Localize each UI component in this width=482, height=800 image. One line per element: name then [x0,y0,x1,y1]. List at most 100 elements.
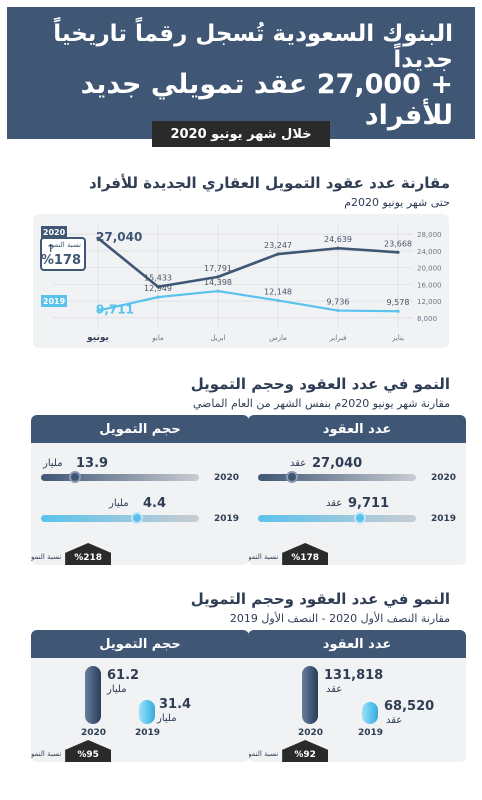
data-point-2019 [216,289,220,293]
year-2020-label: 2020 [81,728,107,738]
contracts-card-june: عدد العقود 27,040 عقد 2020 9,711 عقد 201… [248,415,466,565]
section1-title: مقارنة عدد عقود التمويل العقاري الجديدة … [88,174,450,192]
section3-subtitle: مقارنة النصف الأول 2020 - النصف الأول 20… [229,612,450,625]
y-tick-label: 20,000 [417,265,442,273]
arrow-up-icon: ↑ [46,242,56,255]
contracts-june-2020-knob [286,471,298,483]
finance-june-2020-unit: مليار [43,458,63,469]
finance-h1-growth-value: %95 [65,740,112,762]
section1-subtitle: حتى شهر يونيو 2020م [344,196,450,209]
contracts-h1-2019-value: 68,520 [384,699,435,714]
finance-h1-2019-cylinder [139,700,155,724]
data-point-2020 [396,250,400,254]
x-tick-label: ابريل [210,334,225,342]
contracts-h1-2019-unit: عقد [386,715,403,726]
finance-card-june: حجم التمويل 13.9 مليار 2020 4.4 مليار 20… [31,415,249,565]
finance-h1-growth-label: نسبة النمو [31,750,62,758]
data-label-2019: 9,711 [96,303,134,317]
chart-growth-value: %178 [40,253,81,268]
contracts-june-growth-label: نسبة النمو [248,553,279,561]
contracts-h1-2020-cylinder [302,666,318,724]
finance-june-growth-value: %218 [65,543,112,565]
data-label-2020: 24,639 [324,235,352,244]
contracts-h1-2020-unit: عقد [326,684,343,695]
header-banner: البنوك السعودية تُسجل رقماً تاريخياً جدي… [7,7,475,139]
finance-june-growth: %218 نسبة النمو [31,543,112,565]
data-point-2019 [336,308,340,313]
x-tick-label: مارس [269,334,287,342]
contracts-card-h1: عدد العقود 131,818 عقد 2020 68,520 عقد 2… [248,630,466,762]
contracts-june-2020-value: 27,040 [312,456,363,471]
x-tick-label: يناير [391,334,404,342]
finance-h1-2019-value: 31.4 [159,697,192,712]
badge-2020: 2020 [41,226,67,238]
y-tick-label: 12,000 [417,298,442,306]
data-label-2020: 17,791 [204,264,232,273]
series-line-2019 [97,289,399,313]
contracts-h1-growth-value: %92 [282,740,329,762]
period-pill: خلال شهر يونيو 2020 [152,121,330,147]
finance-h1-2019-unit: مليار [157,713,177,724]
contracts-june-2019-bar [258,515,416,522]
data-point-2019 [276,298,280,303]
data-label-2020: 27,040 [96,230,142,244]
year-2019-label: 2019 [213,514,239,524]
contracts-h1-growth: %92 نسبة النمو [248,740,329,762]
contracts-card-h1-title: عدد العقود [248,630,466,658]
finance-card-june-title: حجم التمويل [31,415,249,443]
data-label-2020: 23,247 [264,241,292,250]
line-chart: 8,000 12,000 16,000 20,000 24,000 28,000 يناير… [53,226,442,343]
finance-h1-growth: %95 نسبة النمو [31,740,112,762]
contracts-h1-2020-value: 131,818 [324,668,384,683]
contracts-june-2019-unit: عقد [326,498,343,509]
data-label-2020: 15,433 [144,274,172,283]
headline-line1: البنوك السعودية تُسجل رقماً تاريخياً جدي… [53,21,453,73]
y-tick-label: 28,000 [417,231,442,239]
x-tick-label: مايو [151,334,164,342]
contracts-june-2019-knob [354,512,366,524]
contracts-june-growth: %178 نسبة النمو [248,543,329,565]
data-point-2019 [96,309,100,313]
section2-subtitle: مقارنة شهر يونيو 2020م بنفس الشهر من الع… [192,397,450,410]
data-point-2020 [156,285,160,289]
finance-june-2019-value: 4.4 [143,496,167,511]
contracts-h1-2019-cylinder [362,702,378,724]
finance-june-2019-unit: مليار [109,498,129,509]
contracts-h1-growth-label: نسبة النمو [248,750,279,758]
chart-growth-label: نسبة النمو [50,241,81,249]
finance-june-2019-bar [41,515,199,522]
year-2020-label: 2020 [298,728,324,738]
data-label-2019: 9,578 [387,298,410,307]
data-point-2020 [96,236,100,240]
finance-card-h1: حجم التمويل 61.2 مليار 2020 31.4 مليار 2… [31,630,249,762]
x-tick-label: يونيو [86,333,109,343]
contracts-june-2019-value: 9,711 [348,496,390,511]
data-point-2020 [276,252,280,256]
line-chart-panel: 8,000 12,000 16,000 20,000 24,000 28,000 يناير… [33,214,449,348]
data-point-2019 [156,295,160,299]
data-point-2020 [216,275,220,279]
data-label-2020: 23,668 [384,239,412,248]
year-2019-label: 2019 [358,728,384,738]
contracts-june-growth-value: %178 [282,543,329,565]
finance-card-h1-title: حجم التمويل [31,630,249,658]
finance-h1-2020-unit: مليار [107,684,127,695]
data-label-2019: 12,148 [264,287,292,296]
data-point-2019 [396,309,400,313]
year-2019-label: 2019 [135,728,161,738]
contracts-june-2020-bar [258,474,416,481]
data-label-2019: 12,949 [144,284,172,293]
contracts-june-2020-unit: عقد [290,458,307,469]
contracts-card-june-title: عدد العقود [248,415,466,443]
badge-2019: 2019 [41,295,67,307]
finance-h1-2020-value: 61.2 [107,668,140,683]
series-line-2020 [97,237,399,289]
finance-june-2020-knob [69,471,81,483]
chart-growth-box: نسبة النمو ↑ %178 [40,237,86,271]
finance-june-growth-label: نسبة النمو [31,553,62,561]
data-label-2019: 9,736 [327,298,350,307]
finance-h1-2020-cylinder [85,666,101,724]
data-point-2020 [336,246,340,250]
year-2019-label: 2019 [430,514,456,524]
y-tick-label: 24,000 [417,248,442,256]
